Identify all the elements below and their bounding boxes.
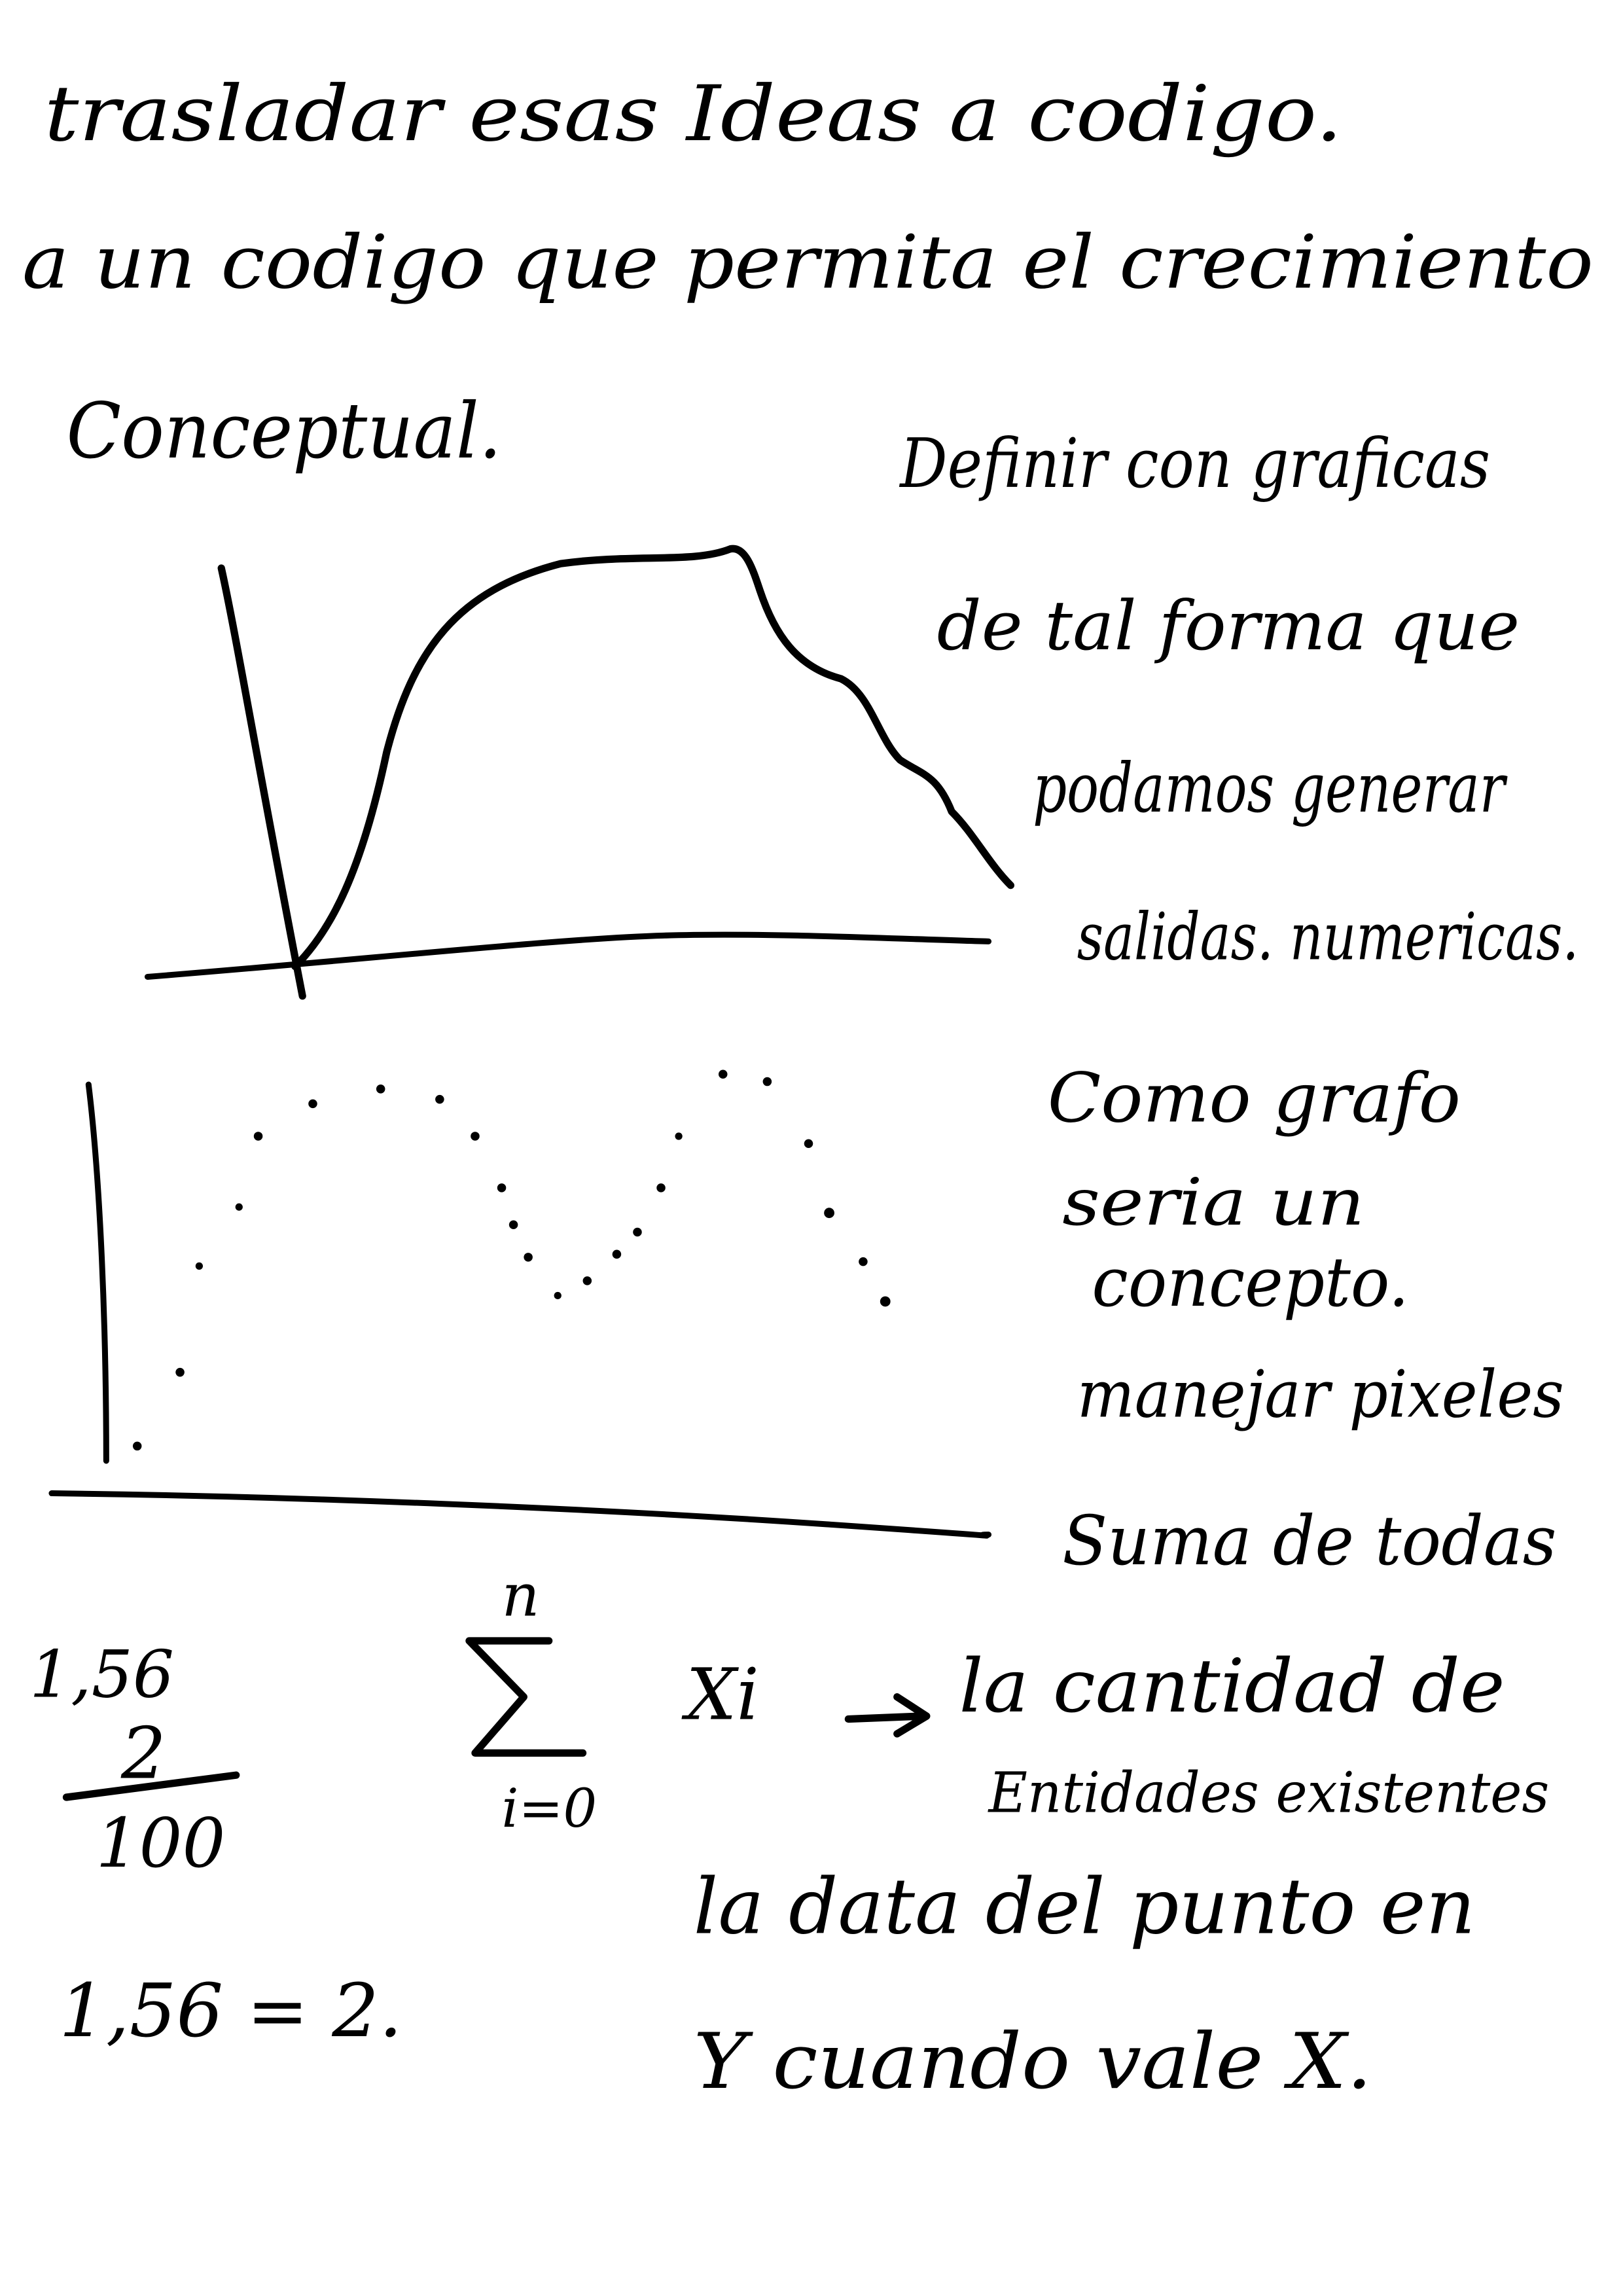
math-equation: 1,56 = 2. (59, 1967, 402, 2054)
sketch-axis (144, 931, 992, 980)
note-line: de tal forma que (937, 587, 1520, 666)
note-line: salidas. numericas. (1077, 899, 1579, 975)
explanation-line: la data del punto en (694, 1861, 1476, 1951)
explanation-line: la cantidad de (959, 1643, 1505, 1729)
curve-sketch (144, 545, 1014, 1000)
sketch-curve (291, 545, 1014, 971)
math-numerator: 2 (120, 1713, 166, 1795)
arrow (844, 1693, 931, 1738)
math-number: 1,56 (29, 1638, 174, 1713)
header-line: a un codigo que permita el crecimiento (22, 219, 1594, 306)
explanation-line: Entidades existentes (988, 1761, 1550, 1826)
note-line: manejar pixeles (1077, 1357, 1564, 1432)
explanation-line: Y cuando vale X. (694, 2017, 1372, 2106)
sum-term: Xi (681, 1653, 759, 1736)
sketch-axis (48, 1490, 992, 1539)
dots-sketch (48, 1069, 992, 1539)
math-denominator: 100 (96, 1804, 226, 1883)
sketch-axis (85, 1081, 109, 1464)
header-line: trasladar esas Ideas a codigo. (45, 69, 1343, 158)
sketch-axis (217, 564, 306, 1000)
sum-upper: n (502, 1562, 540, 1630)
note-line: seria un (1062, 1165, 1364, 1240)
sum-lower: i=0 (502, 1778, 597, 1840)
header-line: Conceptual. (66, 386, 501, 476)
note-line: Como grafo (1048, 1059, 1461, 1138)
note-line: podamos generar (1033, 749, 1508, 828)
note-line: Suma de todas (1062, 1502, 1556, 1581)
fraction-bar (62, 1771, 240, 1801)
sigma (465, 1637, 587, 1757)
sketch-dots (132, 1069, 891, 1451)
note-line: concepto. (1092, 1244, 1409, 1322)
note-line: Definir con graficas (899, 425, 1491, 503)
